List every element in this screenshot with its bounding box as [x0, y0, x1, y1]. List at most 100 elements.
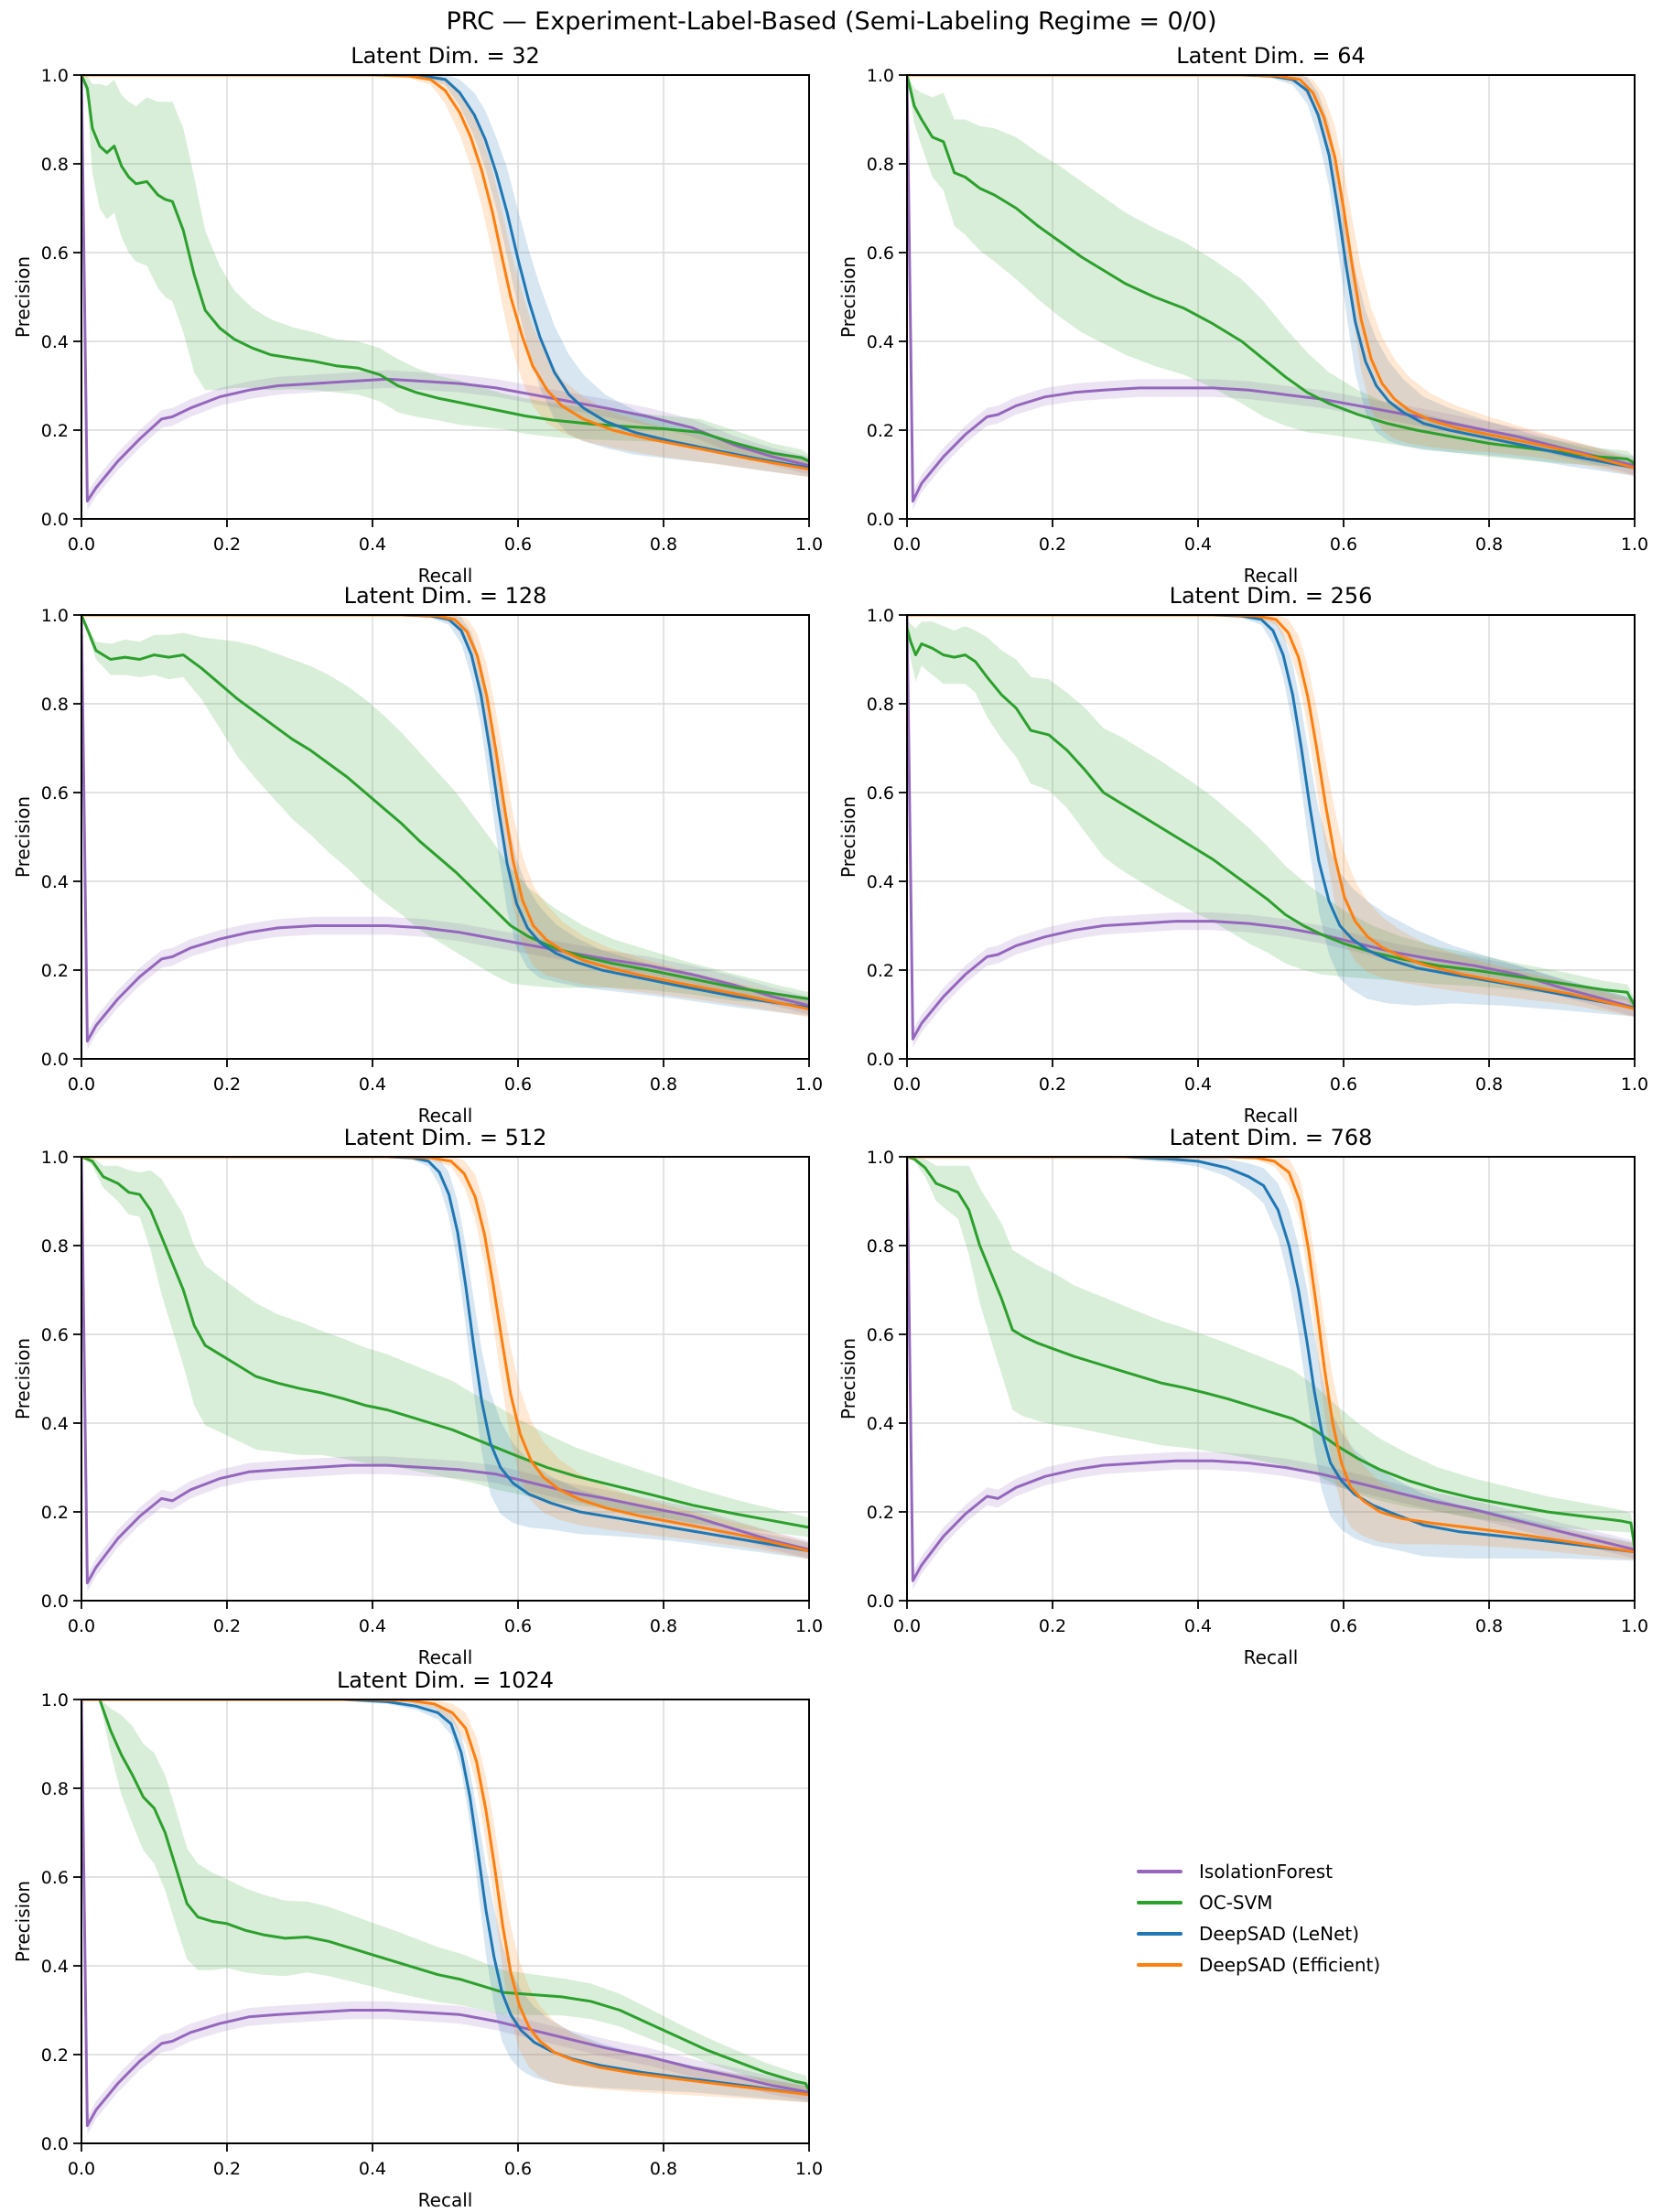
- x-tick-label: 0.2: [213, 534, 241, 555]
- x-tick-label: 0.6: [504, 2159, 532, 2179]
- y-tick-label: 0.4: [867, 1414, 894, 1434]
- legend-label: IsolationForest: [1199, 1861, 1334, 1883]
- x-tick-label: 0.0: [893, 534, 921, 555]
- y-tick-label: 1.0: [867, 66, 894, 86]
- subplot-latent-dim-256: 0.0 0.0 0.2 0.2 0.4 0.4 0.6 0.6 0.8 0.8 1.0 1.0 Late…: [837, 583, 1648, 1127]
- line-deepsad-lenet: [81, 1157, 809, 1553]
- x-tick-label: 0.0: [68, 534, 95, 555]
- legend-entry-deepsad-efficient: DeepSAD (Efficient): [1137, 1949, 1380, 1980]
- subplot-latent-dim-1024: 0.0 0.0 0.2 0.2 0.4 0.4 0.6 0.6 0.8 0.8 1.0 1.0 Late…: [12, 1667, 823, 2211]
- y-tick-label: 0.2: [867, 421, 894, 441]
- y-axis-label: Precision: [837, 1338, 859, 1419]
- x-tick-label: 1.0: [795, 534, 823, 555]
- x-tick-label: 0.4: [1184, 1616, 1212, 1636]
- line-deepsad-lenet: [81, 615, 809, 1009]
- legend-label: DeepSAD (Efficient): [1199, 1954, 1381, 1976]
- x-tick-label: 0.6: [504, 1616, 532, 1636]
- subplot-title: Latent Dim. = 128: [344, 583, 547, 609]
- line-oc-svm: [907, 75, 1635, 465]
- line-deepsad-lenet: [81, 75, 809, 469]
- x-tick-label: 0.0: [68, 1074, 95, 1095]
- line-isolationforest: [907, 615, 1635, 1041]
- band-oc-svm: [81, 615, 809, 1006]
- x-tick-label: 0.4: [1184, 1074, 1212, 1095]
- subplot-title: Latent Dim. = 1024: [337, 1667, 554, 1693]
- line-oc-svm: [81, 1699, 809, 2092]
- y-tick-label: 0.4: [41, 1414, 69, 1434]
- line-deepsad-efficient: [907, 1157, 1635, 1554]
- y-tick-label: 0.8: [867, 155, 894, 175]
- y-tick-label: 1.0: [41, 606, 69, 626]
- x-tick-label: 0.6: [504, 1074, 532, 1095]
- y-tick-label: 0.0: [867, 1050, 894, 1070]
- band-oc-svm: [81, 1699, 809, 2098]
- band-oc-svm: [907, 619, 1635, 1013]
- legend-label: DeepSAD (LeNet): [1199, 1923, 1360, 1945]
- y-tick-label: 0.6: [867, 783, 894, 804]
- x-tick-label: 0.4: [1184, 534, 1212, 555]
- x-tick-label: 0.6: [504, 534, 532, 555]
- y-tick-label: 0.6: [41, 783, 69, 804]
- y-tick-label: 0.0: [41, 510, 69, 530]
- subplot-latent-dim-64: 0.0 0.0 0.2 0.2 0.4 0.4 0.6 0.6 0.8 0.8 1.0 1.0 Late…: [837, 43, 1648, 587]
- subplot-latent-dim-768: 0.0 0.0 0.2 0.2 0.4 0.4 0.6 0.6 0.8 0.8 1.0 1.0 Late…: [837, 1125, 1648, 1668]
- line-oc-svm: [81, 1157, 809, 1529]
- x-tick-label: 0.6: [1330, 1074, 1357, 1095]
- line-oc-svm: [81, 75, 809, 463]
- y-tick-label: 0.2: [41, 2045, 69, 2066]
- y-tick-label: 0.8: [867, 1236, 894, 1257]
- line-deepsad-efficient: [81, 1699, 809, 2097]
- line-isolationforest: [907, 75, 1635, 503]
- x-tick-label: 1.0: [1621, 534, 1648, 555]
- legend-label: OC-SVM: [1199, 1892, 1273, 1914]
- legend-swatch-isolationforest: [1137, 1870, 1182, 1873]
- y-tick-label: 0.0: [41, 1050, 69, 1070]
- legend-entry-isolationforest: IsolationForest: [1137, 1856, 1380, 1887]
- band-oc-svm: [81, 1157, 809, 1538]
- axes-frame: [906, 74, 1636, 520]
- axes-frame: [906, 614, 1636, 1060]
- y-tick-label: 0.8: [41, 155, 69, 175]
- axes-frame: [906, 1156, 1636, 1602]
- y-tick-label: 0.0: [41, 2134, 69, 2154]
- line-isolationforest: [81, 1699, 809, 2128]
- band-oc-svm: [81, 75, 809, 469]
- x-tick-label: 1.0: [795, 1616, 823, 1636]
- y-tick-label: 0.0: [867, 510, 894, 530]
- line-deepsad-lenet: [907, 615, 1635, 1009]
- subplot-title: Latent Dim. = 32: [351, 43, 540, 69]
- y-tick-label: 0.8: [41, 695, 69, 715]
- y-tick-label: 0.2: [867, 1503, 894, 1523]
- x-tick-label: 0.4: [359, 1616, 386, 1636]
- band-oc-svm: [907, 1157, 1635, 1557]
- x-tick-label: 0.6: [1330, 534, 1357, 555]
- x-tick-label: 0.8: [650, 534, 677, 555]
- x-tick-label: 0.0: [893, 1616, 921, 1636]
- y-axis-label: Precision: [12, 256, 34, 338]
- x-tick-label: 0.8: [650, 1074, 677, 1095]
- x-tick-label: 0.2: [213, 1616, 241, 1636]
- x-tick-label: 0.8: [1475, 534, 1503, 555]
- x-tick-label: 0.8: [650, 1616, 677, 1636]
- x-tick-label: 1.0: [1621, 1616, 1648, 1636]
- x-tick-label: 0.2: [213, 1074, 241, 1095]
- legend-swatch-deepsad-efficient: [1137, 1963, 1182, 1967]
- line-deepsad-lenet: [907, 75, 1635, 469]
- line-deepsad-efficient: [907, 615, 1635, 1010]
- y-axis-label: Precision: [12, 1338, 34, 1419]
- line-deepsad-lenet: [81, 1699, 809, 2097]
- y-tick-label: 0.8: [41, 1779, 69, 1799]
- legend-entry-deepsad-lenet: DeepSAD (LeNet): [1137, 1918, 1380, 1949]
- line-oc-svm: [907, 627, 1635, 1008]
- y-tick-label: 1.0: [867, 606, 894, 626]
- line-isolationforest: [81, 75, 809, 503]
- y-tick-label: 0.2: [867, 961, 894, 981]
- y-tick-label: 0.8: [41, 1236, 69, 1257]
- subplot-latent-dim-512: 0.0 0.0 0.2 0.2 0.4 0.4 0.6 0.6 0.8 0.8 1.0 1.0 Late…: [12, 1125, 823, 1668]
- y-tick-label: 0.6: [41, 1868, 69, 1888]
- x-tick-label: 0.8: [1475, 1616, 1503, 1636]
- y-tick-label: 1.0: [41, 1148, 69, 1168]
- x-tick-label: 0.8: [1475, 1074, 1503, 1095]
- x-tick-label: 1.0: [795, 1074, 823, 1095]
